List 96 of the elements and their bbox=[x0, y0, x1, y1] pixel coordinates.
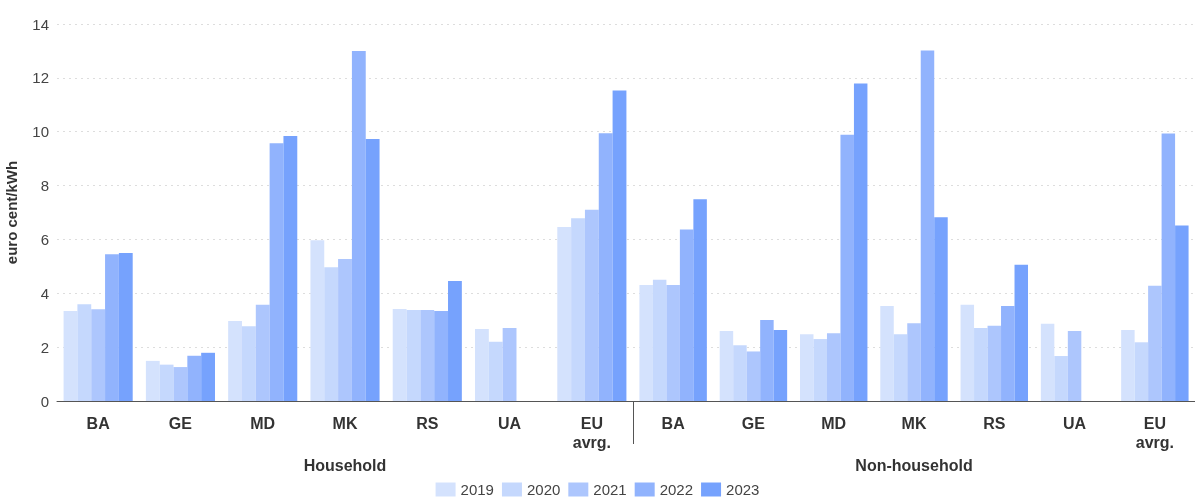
legend-label: 2020 bbox=[526, 481, 561, 498]
bar bbox=[1121, 329, 1135, 401]
x-tick-label: RS bbox=[416, 415, 439, 432]
bar bbox=[880, 305, 894, 401]
bar bbox=[228, 321, 242, 401]
bar bbox=[310, 240, 325, 401]
bar bbox=[392, 308, 407, 401]
bar bbox=[840, 134, 854, 401]
bar bbox=[338, 259, 352, 401]
x-tick-label: UA bbox=[498, 415, 522, 432]
bar bbox=[934, 217, 948, 401]
x-tick-label: BA bbox=[86, 415, 111, 432]
legend-label: 2022 bbox=[659, 481, 694, 498]
bar bbox=[434, 311, 449, 401]
x-tick-label: MK bbox=[332, 415, 358, 432]
y-tick-label: 2 bbox=[40, 338, 49, 356]
x-tick-label: MK bbox=[901, 415, 927, 432]
x-tick-label: RS bbox=[983, 415, 1006, 432]
legend-label: 2021 bbox=[593, 481, 627, 498]
bar bbox=[1161, 133, 1176, 401]
bar bbox=[118, 252, 133, 401]
bar bbox=[351, 50, 366, 401]
x-axis-title: Household bbox=[303, 456, 387, 474]
x-tick-label: BA bbox=[661, 415, 686, 432]
y-axis-title: euro cent/kWh bbox=[3, 160, 20, 265]
bar bbox=[893, 334, 908, 401]
bar bbox=[652, 279, 667, 401]
bar bbox=[612, 90, 627, 401]
bar bbox=[365, 138, 380, 401]
bar bbox=[283, 136, 298, 401]
bar bbox=[719, 330, 734, 401]
x-tick-label: MD bbox=[250, 415, 276, 432]
bar bbox=[1134, 342, 1149, 401]
x-tick-label: UA bbox=[1063, 415, 1087, 432]
y-tick-label: 10 bbox=[32, 123, 49, 141]
bar bbox=[488, 341, 503, 401]
bar bbox=[255, 304, 270, 401]
bar bbox=[502, 328, 517, 401]
x-tick-label: GE bbox=[741, 415, 766, 432]
bar bbox=[145, 360, 160, 401]
bar bbox=[241, 326, 256, 401]
bar bbox=[201, 352, 215, 401]
x-tick-label: EU avrg. bbox=[1135, 415, 1174, 451]
bar bbox=[269, 143, 284, 401]
bar bbox=[813, 339, 827, 401]
y-tick-label: 0 bbox=[40, 392, 49, 410]
bar bbox=[571, 218, 585, 401]
bar bbox=[974, 328, 988, 401]
y-tick-label: 14 bbox=[32, 15, 49, 33]
bar bbox=[773, 329, 788, 401]
bar bbox=[475, 329, 489, 401]
bar bbox=[91, 309, 106, 401]
bar bbox=[448, 280, 462, 401]
bar bbox=[1054, 356, 1068, 401]
bar bbox=[760, 319, 774, 401]
x-axis-title: Non-household bbox=[855, 456, 973, 474]
bar bbox=[907, 323, 921, 401]
bar bbox=[1175, 225, 1189, 401]
bar bbox=[159, 364, 174, 401]
bar bbox=[584, 209, 599, 401]
bar bbox=[420, 309, 435, 401]
bar bbox=[987, 325, 1002, 401]
bar bbox=[679, 229, 694, 401]
bar bbox=[960, 304, 975, 401]
bar bbox=[639, 284, 653, 401]
bar bbox=[1001, 305, 1015, 401]
y-tick-label: 8 bbox=[40, 177, 49, 195]
bar bbox=[920, 50, 935, 401]
bar bbox=[105, 254, 119, 401]
bar bbox=[799, 334, 814, 401]
bar bbox=[63, 311, 78, 401]
x-tick-label: EU avrg. bbox=[572, 415, 611, 451]
bar bbox=[666, 284, 680, 401]
bar bbox=[598, 133, 613, 401]
bar bbox=[406, 309, 421, 401]
y-tick-label: 12 bbox=[32, 69, 49, 87]
bar bbox=[187, 355, 202, 401]
bar bbox=[853, 83, 868, 401]
legend-label: 2019 bbox=[460, 481, 494, 498]
bar bbox=[1148, 285, 1162, 401]
bar bbox=[557, 227, 572, 401]
bar bbox=[826, 333, 841, 401]
y-tick-label: 4 bbox=[40, 284, 49, 302]
x-tick-label: MD bbox=[821, 415, 847, 432]
legend-label: 2023 bbox=[726, 481, 760, 498]
bar bbox=[1014, 264, 1029, 401]
bar bbox=[733, 345, 747, 401]
bar bbox=[746, 351, 761, 401]
bar bbox=[693, 199, 707, 401]
bar bbox=[324, 267, 339, 401]
bar bbox=[1067, 330, 1082, 401]
bar bbox=[1040, 323, 1055, 401]
bar bbox=[77, 304, 92, 401]
x-tick-label: GE bbox=[168, 415, 193, 432]
y-tick-label: 6 bbox=[40, 230, 49, 248]
bar bbox=[173, 367, 188, 401]
